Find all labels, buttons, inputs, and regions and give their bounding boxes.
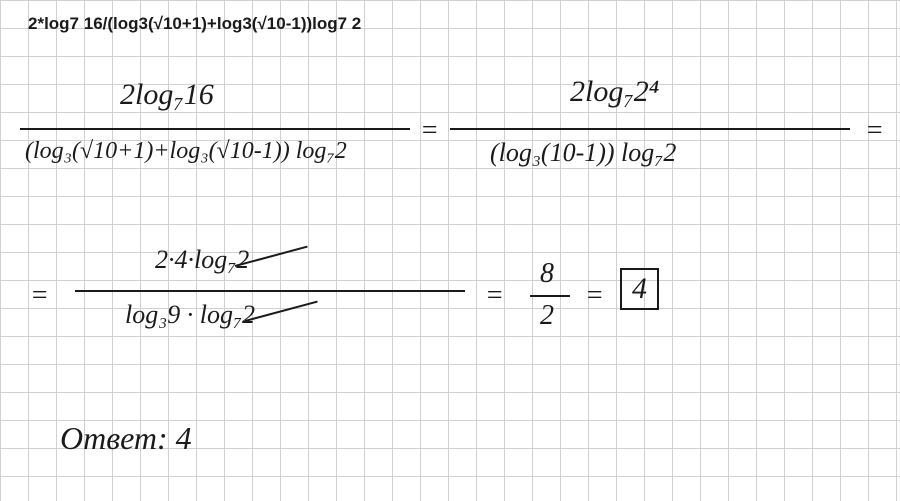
step2-numerator: 2log₇2⁴ [570,75,659,109]
eq-4: = [485,280,504,312]
step1-numerator: 2log₇16 [120,78,214,112]
step3-numerator: 2·4·log₇2 [155,245,249,275]
step3-denominator: log₃9 · log₇2 [125,300,255,330]
step1-fraction-line [20,128,410,130]
eq-1: = [420,115,439,147]
answer-label: Ответ: 4 [60,420,192,457]
final-fraction-line [530,295,570,297]
answer-box: 4 [620,268,659,310]
final-denominator: 2 [540,300,554,332]
final-numerator: 8 [540,258,554,290]
step2-denominator: (log₃(10-1)) log₇2 [490,138,676,168]
eq-5: = [585,280,604,312]
step2-fraction-line [450,128,850,130]
eq-2: = [865,115,884,147]
step3-fraction-line [75,290,465,292]
eq-3: = [30,280,49,312]
printed-expression: 2*log7 16/(log3(√10+1)+log3(√10-1))log7 … [28,14,361,34]
step1-denominator: (log₃(√10+1)+log₃(√10-1)) log₇2 [25,138,347,165]
